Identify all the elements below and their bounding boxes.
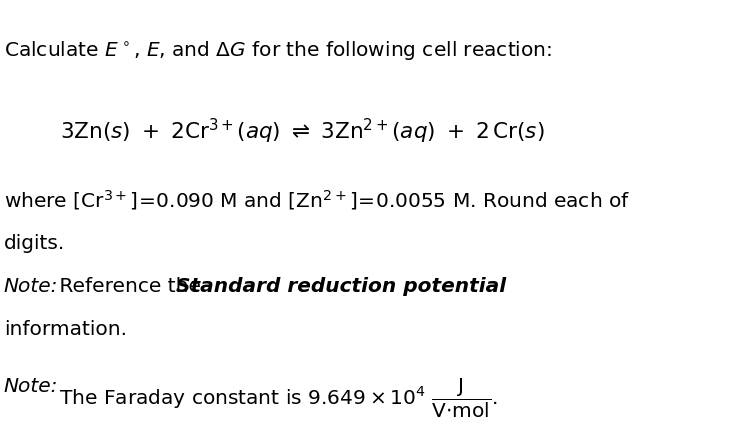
Text: The Faraday constant is $9.649 \times 10^{4}\ \dfrac{\mathrm{J}}{\mathrm{V{\cdot: The Faraday constant is $9.649 \times 10… (53, 377, 498, 420)
Text: Note:: Note: (4, 277, 58, 296)
Text: information.: information. (4, 320, 127, 339)
Text: where $\left[\mathrm{Cr}^{3+}\right]\!=\!0.090$ M and $\left[\mathrm{Zn}^{2+}\ri: where $\left[\mathrm{Cr}^{3+}\right]\!=\… (4, 188, 630, 212)
Text: $3\mathrm{Zn}(s)\ +\ 2\mathrm{Cr}^{3+}(aq)\ \rightleftharpoons\ 3\mathrm{Zn}^{2+: $3\mathrm{Zn}(s)\ +\ 2\mathrm{Cr}^{3+}(a… (60, 117, 545, 146)
Text: Standard reduction potential: Standard reduction potential (176, 277, 506, 296)
Text: Reference the: Reference the (53, 277, 207, 296)
Text: digits.: digits. (4, 234, 65, 253)
Text: Calculate $E^\circ$, $E$, and $\Delta G$ for the following cell reaction:: Calculate $E^\circ$, $E$, and $\Delta G$… (4, 39, 552, 62)
Text: Note:: Note: (4, 377, 58, 396)
